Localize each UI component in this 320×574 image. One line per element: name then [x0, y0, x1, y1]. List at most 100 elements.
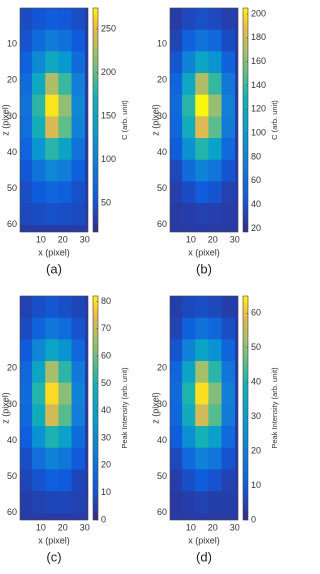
heatmap-cell — [45, 296, 59, 318]
heatmap-cell — [20, 29, 33, 52]
heatmap-cell — [208, 491, 222, 514]
heatmap-cell — [32, 382, 46, 405]
y-tick-label: 30 — [157, 399, 167, 409]
heatmap-cell — [208, 29, 222, 52]
heatmap-cell — [32, 29, 46, 52]
colorbar-tick-label: 80 — [101, 296, 111, 306]
heatmap-cell — [170, 469, 183, 492]
plot-frame — [169, 7, 239, 233]
plot-frame — [19, 295, 89, 521]
x-axis-label: x (pixel) — [188, 535, 220, 545]
heatmap-cell — [221, 361, 236, 384]
heatmap-cell — [208, 138, 222, 161]
heatmap-cell — [208, 73, 222, 96]
heatmap-cell — [221, 181, 236, 204]
colorbar-tick-label: 80 — [251, 151, 261, 161]
heatmap-cell — [20, 426, 33, 449]
heatmap-cell — [221, 203, 236, 226]
colorbar-tick-label: 100 — [251, 127, 266, 137]
heatmap-cell — [182, 491, 196, 514]
colorbar-tick-label: 50 — [251, 342, 261, 352]
x-axis-label: x (pixel) — [38, 535, 70, 545]
heatmap-cell — [45, 339, 59, 362]
plot-frame — [169, 295, 239, 521]
heatmap-cell — [208, 159, 222, 182]
heatmap-cell — [71, 203, 86, 226]
y-tick-label: 30 — [157, 111, 167, 121]
heatmap-cell — [195, 491, 209, 514]
heatmap-cell — [32, 361, 46, 384]
heatmap-cell — [20, 8, 33, 30]
heatmap-cell — [20, 181, 33, 204]
heatmap-cell — [208, 382, 222, 405]
x-tick-label: 30 — [230, 522, 240, 532]
heatmap-cell — [32, 447, 46, 470]
heatmap-cell — [208, 339, 222, 362]
heatmap-cell — [32, 426, 46, 449]
colorbar-tick-label: 20 — [101, 460, 111, 470]
heatmap-cell — [182, 51, 196, 74]
heatmap-cell — [71, 181, 86, 204]
y-tick-label: 20 — [157, 363, 167, 373]
heatmap-cell — [195, 339, 209, 362]
heatmap-cell — [170, 181, 183, 204]
colorbar-tick-label: 50 — [101, 378, 111, 388]
caption: (b) — [196, 261, 212, 276]
heatmap-cell — [32, 159, 46, 182]
heatmap-cell — [71, 73, 86, 96]
heatmap-cell — [208, 116, 222, 139]
heatmap-cell — [71, 339, 86, 362]
heatmap-cell — [71, 94, 86, 117]
heatmap-cell — [71, 491, 86, 514]
heatmap-cell — [32, 138, 46, 161]
heatmap-cell — [20, 404, 33, 427]
heatmap-cell — [45, 8, 59, 30]
heatmap-cell — [195, 361, 209, 384]
heatmap-cell — [221, 138, 236, 161]
y-tick-label: 40 — [7, 147, 17, 157]
heatmap-cell — [182, 469, 196, 492]
heatmap-cell — [221, 491, 236, 514]
heatmap-cell — [170, 203, 183, 226]
x-axis-label: x (pixel) — [188, 247, 220, 257]
x-tick-label: 10 — [186, 234, 196, 244]
heatmap-cell — [71, 51, 86, 74]
heatmap-cell — [20, 94, 33, 117]
heatmap-cell — [221, 296, 236, 318]
heatmap-cell — [58, 51, 72, 74]
colorbar-tick-label: 60 — [251, 308, 261, 318]
colorbar-tick-label: 30 — [251, 411, 261, 421]
x-tick-label: 30 — [230, 234, 240, 244]
x-tick-label: 20 — [208, 234, 218, 244]
heatmap-cell — [208, 296, 222, 318]
heatmap-cell — [195, 73, 209, 96]
caption: (a) — [46, 261, 62, 276]
heatmap-cell — [20, 469, 33, 492]
y-tick-label: 10 — [7, 39, 17, 49]
y-tick-label: 50 — [157, 183, 167, 193]
caption: (c) — [46, 549, 61, 564]
heatmap-cell — [170, 296, 183, 318]
heatmap-cell — [20, 116, 33, 139]
x-tick-label: 10 — [36, 522, 46, 532]
heatmap-cell — [182, 94, 196, 117]
heatmap-cell — [182, 447, 196, 470]
y-tick-label: 20 — [7, 75, 17, 85]
heatmap-cell — [71, 8, 86, 30]
y-axis-label: z (pixel) — [0, 104, 10, 136]
heatmap-cell — [182, 426, 196, 449]
heatmap-cell — [195, 94, 209, 117]
heatmap-cell — [71, 404, 86, 427]
x-axis-label: x (pixel) — [38, 247, 70, 257]
heatmap-cell — [71, 159, 86, 182]
heatmap-cell — [45, 138, 59, 161]
heatmap-cell — [221, 317, 236, 340]
heatmap-cell — [195, 447, 209, 470]
heatmap-cell — [182, 339, 196, 362]
plot-frame — [19, 7, 89, 233]
heatmap-cell — [208, 94, 222, 117]
colorbar-tick-label: 60 — [251, 175, 261, 185]
y-tick-label: 30 — [7, 111, 17, 121]
heatmap-cell — [182, 29, 196, 52]
y-tick-label: 60 — [7, 219, 17, 229]
